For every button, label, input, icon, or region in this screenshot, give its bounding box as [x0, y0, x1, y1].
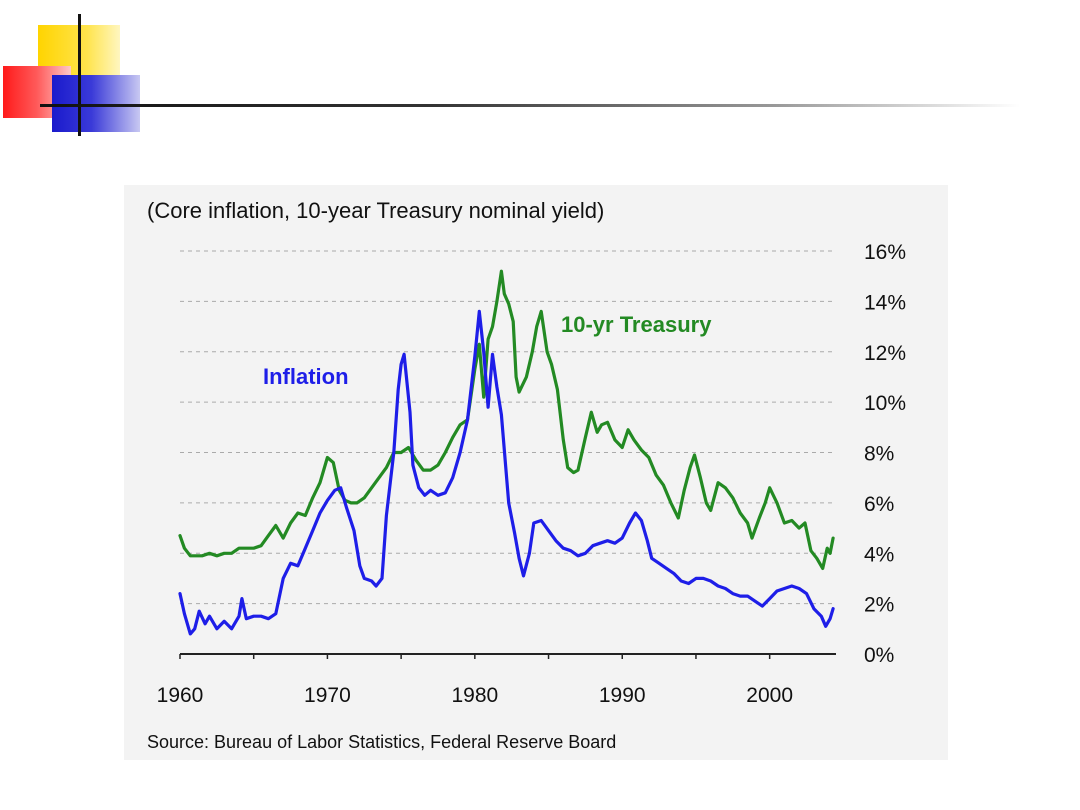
x-tick-label: 1970: [304, 684, 351, 707]
decor-blue-square: [52, 75, 140, 132]
y-tick-label: 14%: [864, 291, 906, 314]
annotation-inflation: Inflation: [263, 364, 349, 389]
annotation-10yr-treasury: 10-yr Treasury: [561, 312, 712, 337]
decor-vertical-line: [78, 14, 81, 136]
y-tick-label: 12%: [864, 342, 906, 365]
y-tick-label: 4%: [864, 543, 894, 566]
decor-horizontal-line: [40, 104, 1020, 107]
x-tick-label: 1960: [157, 684, 204, 707]
chart-source: Source: Bureau of Labor Statistics, Fede…: [147, 732, 616, 752]
series-line-inflation: [178, 309, 835, 636]
series-line-10-yr-treasury: [178, 269, 835, 570]
chart-title: (Core inflation, 10-year Treasury nomina…: [147, 198, 604, 223]
y-tick-label: 0%: [864, 644, 894, 667]
x-tick-label: 2000: [746, 684, 793, 707]
x-axis-labels: 1960 1970 1980 1990 2000: [157, 684, 793, 707]
x-tick-label: 1980: [451, 684, 498, 707]
x-axis: [179, 653, 836, 659]
y-tick-label: 6%: [864, 493, 894, 516]
line-chart: (Core inflation, 10-year Treasury nomina…: [147, 198, 906, 752]
y-tick-label: 16%: [864, 241, 906, 264]
y-axis-labels: 0% 2% 4% 6% 8% 10% 12% 14% 16%: [864, 241, 906, 667]
series-lines: [178, 269, 835, 636]
y-tick-label: 8%: [864, 443, 894, 466]
x-tick-label: 1990: [599, 684, 646, 707]
y-tick-label: 2%: [864, 594, 894, 617]
y-tick-label: 10%: [864, 392, 906, 415]
chart-panel: (Core inflation, 10-year Treasury nomina…: [124, 185, 948, 760]
